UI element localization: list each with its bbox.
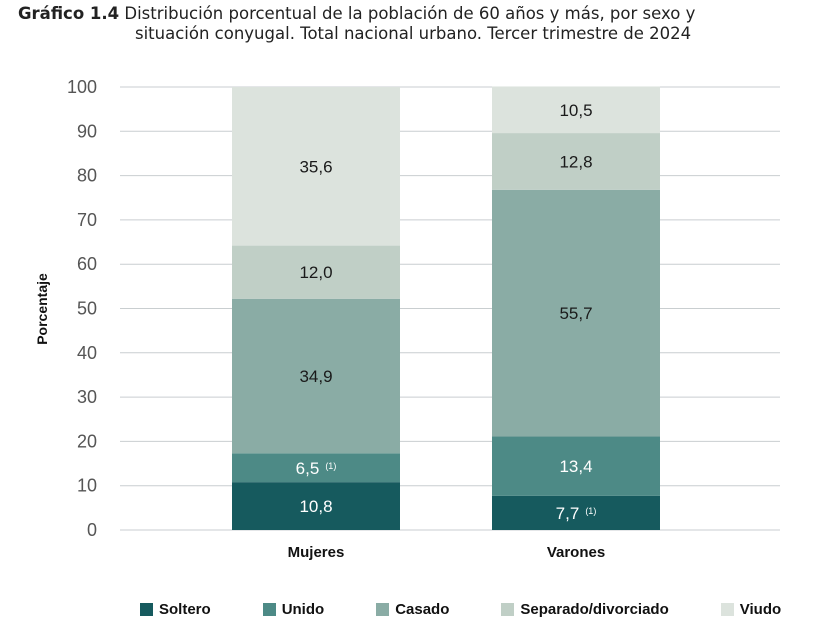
data-label: 6,5 (1) <box>296 459 337 478</box>
bar-segment-separado-divorciado <box>492 133 660 190</box>
chart-legend: Soltero Unido Casado Separado/divorciado Viu… <box>140 599 781 619</box>
legend-item: Unido <box>262 600 325 618</box>
y-tick-label: 30 <box>77 387 97 407</box>
legend-swatch <box>262 602 276 616</box>
legend-item: Separado/divorciado <box>501 600 669 618</box>
data-label: 55,7 <box>559 304 592 323</box>
data-label-value: 7,7 <box>556 504 580 523</box>
legend-label: Casado <box>395 600 450 618</box>
y-tick-label: 80 <box>77 166 97 186</box>
bar-segment-casado <box>232 298 400 454</box>
bar-segment-viudo <box>232 87 400 246</box>
data-label: 10,5 <box>559 101 592 120</box>
y-tick-label: 60 <box>77 254 97 274</box>
legend-swatch <box>501 602 515 616</box>
y-tick-label: 0 <box>87 520 97 540</box>
legend-swatch <box>720 602 734 616</box>
data-label-value: 13,4 <box>559 457 592 476</box>
bar-segment-separado-divorciado <box>232 245 400 299</box>
legend-swatch <box>140 602 153 616</box>
data-label-value: 10,8 <box>299 497 332 516</box>
bar-segment-viudo <box>492 86 660 134</box>
data-label: 7,7 (1) <box>556 504 597 523</box>
data-label-note: (1) <box>325 461 336 471</box>
data-label-value: 10,5 <box>559 101 592 120</box>
chart-title-line1: Distribución porcentual de la población … <box>124 4 696 23</box>
data-label: 12,0 <box>299 263 332 282</box>
legend-label: Viudo <box>739 600 782 618</box>
data-label-value: 12,0 <box>299 263 332 282</box>
legend-label: Separado/divorciado <box>520 600 669 618</box>
y-tick-label: 10 <box>77 476 97 496</box>
data-label: 10,8 <box>299 497 332 516</box>
legend-swatch <box>376 602 390 616</box>
data-label: 34,9 <box>299 367 332 386</box>
data-label: 13,4 <box>559 457 592 476</box>
bar-segment-unido <box>232 453 400 483</box>
data-label-value: 55,7 <box>559 304 592 323</box>
stacked-bar-chart: 0 10 20 30 40 50 60 70 80 90 100 Porcentaje 10,8 6,5 (… <box>34 77 780 561</box>
y-axis-label: Porcentaje <box>34 273 50 345</box>
bar-segment-unido <box>492 436 660 496</box>
legend-item: Casado <box>376 601 449 618</box>
legend-label: Unido <box>281 600 325 618</box>
y-tick-label: 40 <box>77 343 97 363</box>
y-tick-label: 90 <box>77 121 97 141</box>
y-tick-label: 20 <box>77 431 97 451</box>
legend-item: Soltero <box>140 601 211 618</box>
bar-segment-soltero <box>492 495 660 530</box>
data-label-note: (1) <box>585 506 596 516</box>
data-label-value: 6,5 <box>296 459 320 478</box>
chart-title-line1-row: Gráfico 1.4 Distribución porcentual de l… <box>18 4 803 24</box>
data-label-value: 34,9 <box>299 367 332 386</box>
data-label-value: 35,6 <box>299 157 332 176</box>
x-category-label: Varones <box>547 544 605 561</box>
legend-item: Viudo <box>720 600 782 618</box>
bar-segment-casado <box>492 189 660 437</box>
x-category-label: Mujeres <box>288 544 345 561</box>
data-label: 12,8 <box>559 152 592 171</box>
y-tick-label: 50 <box>77 299 97 319</box>
bar-segment-soltero <box>232 482 400 530</box>
legend-label: Soltero <box>159 600 211 618</box>
y-tick-label: 70 <box>77 210 97 230</box>
y-tick-label: 100 <box>67 77 97 97</box>
data-label: 35,6 <box>299 157 332 176</box>
chart-title: Gráfico 1.4 Distribución porcentual de l… <box>18 4 803 44</box>
data-label-value: 12,8 <box>559 152 592 171</box>
chart-title-line2: situación conyugal. Total nacional urban… <box>135 24 692 43</box>
chart-title-label: Gráfico 1.4 <box>18 4 120 23</box>
